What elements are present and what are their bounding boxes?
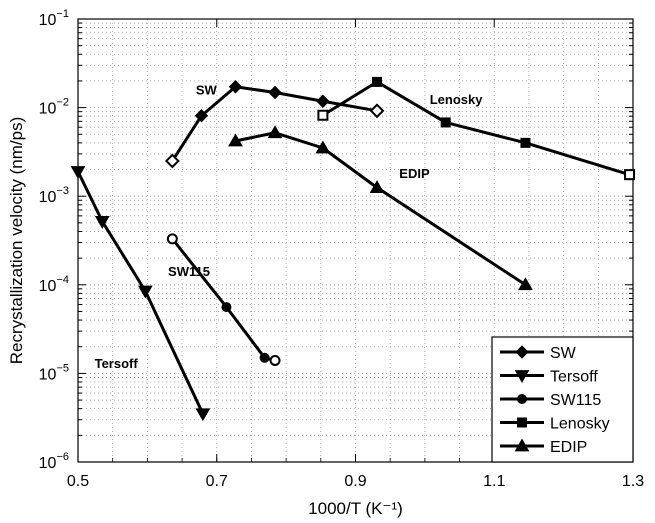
x-tick-label: 0.9 — [344, 473, 366, 490]
y-tick-label: 10−2 — [39, 97, 69, 118]
x-tick-label: 0.5 — [67, 473, 89, 490]
grid — [77, 18, 634, 463]
legend-item-lenosky: Lenosky — [500, 416, 610, 433]
series-sw115 — [166, 233, 281, 366]
legend-marker-sw — [515, 345, 529, 359]
data-point-sw115 — [221, 302, 232, 313]
annotation-sw: SW — [196, 83, 218, 98]
y-tick-label: 10−5 — [39, 362, 69, 383]
series-layer — [70, 76, 636, 422]
series-sw — [164, 80, 385, 169]
data-point-lenosky — [520, 137, 531, 148]
data-point-sw — [164, 153, 180, 169]
data-point-sw — [316, 94, 330, 108]
data-point-tersoff — [94, 215, 110, 229]
data-point-sw — [228, 80, 243, 94]
legend-label-sw115: SW115 — [550, 392, 601, 409]
legend-item-sw115: SW115 — [500, 392, 601, 409]
series-lenosky — [317, 76, 636, 181]
series-tersoff — [70, 166, 211, 422]
y-tick-label: 10−6 — [39, 451, 69, 472]
legend-marker-tersoff — [514, 370, 530, 384]
data-point-lenosky — [624, 169, 636, 181]
series-line-sw — [171, 85, 378, 162]
data-point-tersoff — [195, 408, 211, 422]
annotation-edip: EDIP — [399, 166, 430, 181]
x-tick-label: 0.7 — [206, 473, 228, 490]
series-line-tersoff — [76, 170, 205, 415]
data-point-tersoff — [137, 285, 153, 299]
legend-item-tersoff: Tersoff — [500, 369, 598, 386]
legend-item-sw: SW — [500, 345, 577, 362]
legend-marker-edip — [514, 438, 530, 452]
data-point-lenosky — [317, 109, 329, 121]
series-edip — [228, 125, 533, 291]
data-point-edip — [518, 277, 533, 291]
annotation-sw115: SW115 — [168, 264, 210, 279]
legend-label-lenosky: Lenosky — [550, 416, 610, 433]
data-point-lenosky — [372, 76, 383, 87]
y-tick-label: 10−1 — [39, 8, 69, 29]
legend-item-edip: EDIP — [500, 438, 587, 456]
annotation-lenosky: Lenosky — [430, 92, 484, 107]
data-point-lenosky — [440, 117, 451, 128]
legend-label-edip: EDIP — [550, 439, 587, 456]
legend: SW Tersoff SW115 Lenosky EDIP — [491, 336, 634, 463]
data-point-sw115 — [166, 233, 178, 245]
legend-marker-lenosky — [517, 417, 527, 428]
data-point-edip — [315, 140, 331, 154]
legend-marker-sw115 — [517, 394, 527, 404]
x-axis-title: 1000/T (K⁻¹) — [308, 499, 403, 518]
legend-label-sw: SW — [550, 345, 577, 362]
data-point-sw — [369, 103, 385, 119]
series-line-sw115 — [171, 237, 276, 362]
y-tick-label: 10−4 — [39, 274, 69, 295]
annotation-tersoff: Tersoff — [95, 356, 139, 371]
data-point-edip — [228, 133, 243, 147]
data-point-sw — [268, 85, 282, 100]
x-tick-label: 1.1 — [483, 473, 505, 490]
axes: 0.5 0.7 0.9 1.1 1.3 10−6 10−5 10−4 10−3 10−2 10−1 — [39, 8, 645, 490]
legend-label-tersoff: Tersoff — [550, 369, 598, 386]
series-line-edip — [235, 131, 527, 287]
data-point-sw — [194, 109, 209, 123]
y-axis-title: Recrystallization velocity (nm/ps) — [7, 117, 26, 365]
y-tick-label: 10−3 — [39, 185, 69, 206]
data-point-edip — [369, 180, 385, 193]
x-tick-label: 1.3 — [622, 473, 644, 490]
data-point-sw115 — [269, 354, 281, 366]
data-point-sw115 — [259, 352, 270, 363]
annotations: SW Lenosky EDIP SW115 Tersoff — [95, 83, 484, 371]
data-point-edip — [267, 125, 283, 139]
data-point-tersoff — [70, 166, 86, 180]
